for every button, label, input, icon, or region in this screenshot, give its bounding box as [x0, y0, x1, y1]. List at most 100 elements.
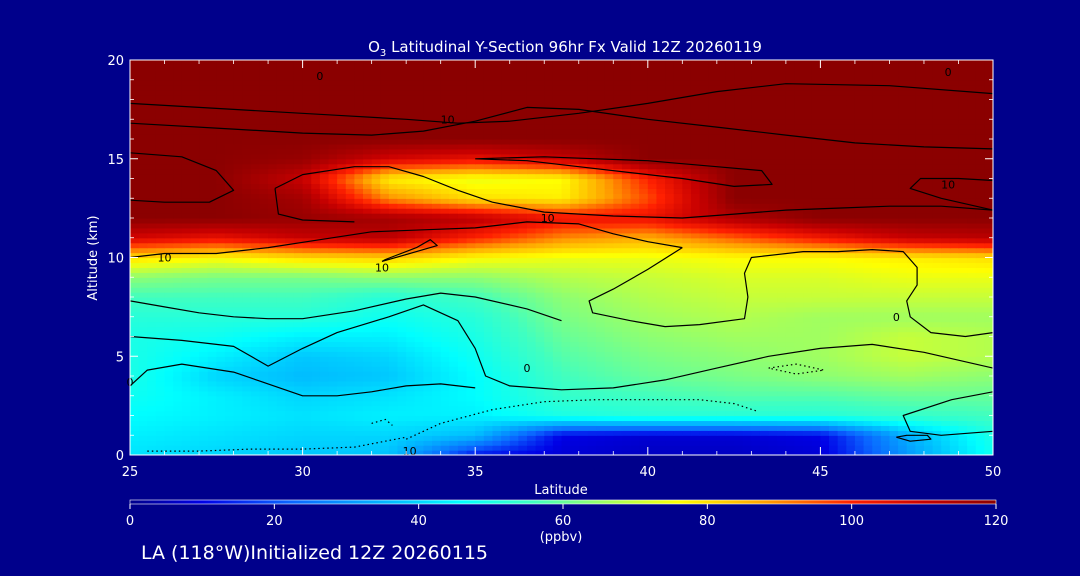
heatmap-cell: [708, 252, 718, 259]
heatmap-cell: [751, 222, 761, 229]
heatmap-cell: [846, 277, 856, 283]
heatmap-cell: [621, 410, 632, 417]
heatmap-cell: [647, 366, 658, 372]
heatmap-cell: [285, 237, 295, 244]
heatmap-cell: [932, 371, 942, 377]
heatmap-cell: [673, 346, 683, 352]
heatmap-cell: [363, 247, 373, 254]
heatmap-cell: [216, 213, 226, 219]
heatmap-cell: [561, 267, 571, 273]
heatmap-cell: [130, 430, 140, 436]
heatmap-cell: [216, 252, 226, 259]
heatmap-cell: [518, 351, 528, 357]
heatmap-cell: [673, 385, 683, 392]
heatmap-cell: [742, 282, 752, 288]
heatmap-cell: [639, 440, 649, 446]
heatmap-cell: [216, 380, 226, 387]
heatmap-cell: [846, 331, 856, 338]
heatmap-cell: [535, 277, 545, 283]
heatmap-cell: [397, 242, 407, 249]
heatmap-cell: [492, 356, 502, 362]
heatmap-cell: [363, 331, 373, 338]
heatmap-cell: [259, 410, 269, 417]
heatmap-cell: [311, 395, 321, 402]
heatmap-cell: [751, 400, 761, 407]
heatmap-cell: [371, 440, 381, 446]
heatmap-cell: [380, 376, 390, 382]
heatmap-cell: [440, 287, 450, 293]
heatmap-cell: [207, 227, 217, 234]
heatmap-cell: [759, 208, 770, 214]
heatmap-cell: [587, 287, 597, 293]
heatmap-cell: [388, 390, 399, 397]
heatmap-cell: [751, 366, 761, 372]
heatmap-cell: [250, 257, 261, 264]
heatmap-cell: [596, 356, 606, 362]
heatmap-cell: [319, 287, 330, 293]
heatmap-cell: [777, 282, 787, 288]
heatmap-cell: [820, 425, 830, 431]
heatmap-cell: [906, 277, 916, 283]
heatmap-cell: [302, 237, 312, 244]
heatmap-cell: [397, 440, 407, 446]
heatmap-cell: [846, 440, 856, 446]
heatmap-cell: [682, 341, 692, 347]
heatmap-cell: [785, 410, 796, 417]
heatmap-cell: [872, 445, 882, 451]
heatmap-cell: [242, 306, 252, 313]
heatmap-cell: [311, 445, 321, 451]
heatmap-cell: [466, 208, 476, 214]
heatmap-cell: [975, 405, 985, 412]
heatmap-cell: [889, 410, 899, 417]
heatmap-cell: [854, 316, 865, 323]
heatmap-cell: [811, 297, 821, 303]
heatmap-cell: [475, 425, 485, 431]
heatmap-cell: [639, 351, 649, 357]
heatmap-cell: [440, 356, 450, 362]
heatmap-cell: [268, 213, 278, 219]
heatmap-cell: [777, 435, 787, 441]
heatmap-cell: [319, 247, 330, 254]
heatmap-cell: [380, 287, 390, 293]
heatmap-cell: [432, 400, 442, 407]
heatmap-cell: [690, 301, 701, 308]
heatmap-cell: [432, 346, 442, 352]
heatmap-cell: [388, 425, 399, 431]
heatmap-cell: [285, 410, 295, 417]
heatmap-cell: [647, 356, 658, 362]
heatmap-cell: [854, 405, 865, 412]
heatmap-cell: [880, 415, 891, 422]
heatmap-cell: [354, 297, 364, 303]
heatmap-cell: [457, 267, 468, 273]
heatmap-cell: [164, 301, 174, 308]
heatmap-cell: [371, 292, 381, 298]
heatmap-cell: [457, 376, 468, 382]
heatmap-cell: [949, 331, 960, 338]
heatmap-cell: [665, 356, 675, 362]
heatmap-cell: [777, 331, 787, 338]
heatmap-cell: [854, 420, 865, 426]
heatmap-cell: [259, 218, 269, 224]
heatmap-cell: [725, 395, 735, 402]
heatmap-cell: [544, 267, 554, 273]
heatmap-cell: [354, 380, 364, 387]
heatmap-cell: [794, 366, 804, 372]
heatmap-cell: [682, 267, 692, 273]
heatmap-cell: [837, 252, 847, 259]
heatmap-cell: [621, 385, 632, 392]
heatmap-cell: [302, 252, 312, 259]
heatmap-cell: [915, 435, 925, 441]
heatmap-cell: [820, 380, 830, 387]
heatmap-cell: [526, 425, 537, 431]
heatmap-cell: [173, 232, 183, 239]
heatmap-cell: [345, 282, 355, 288]
heatmap-cell: [268, 400, 278, 407]
heatmap-cell: [785, 277, 796, 283]
heatmap-cell: [432, 450, 442, 455]
heatmap-cell: [501, 262, 511, 268]
heatmap-cell: [725, 341, 735, 347]
heatmap-cell: [423, 405, 433, 412]
heatmap-cell: [380, 410, 390, 417]
heatmap-cell: [639, 287, 649, 293]
heatmap-cell: [682, 420, 692, 426]
